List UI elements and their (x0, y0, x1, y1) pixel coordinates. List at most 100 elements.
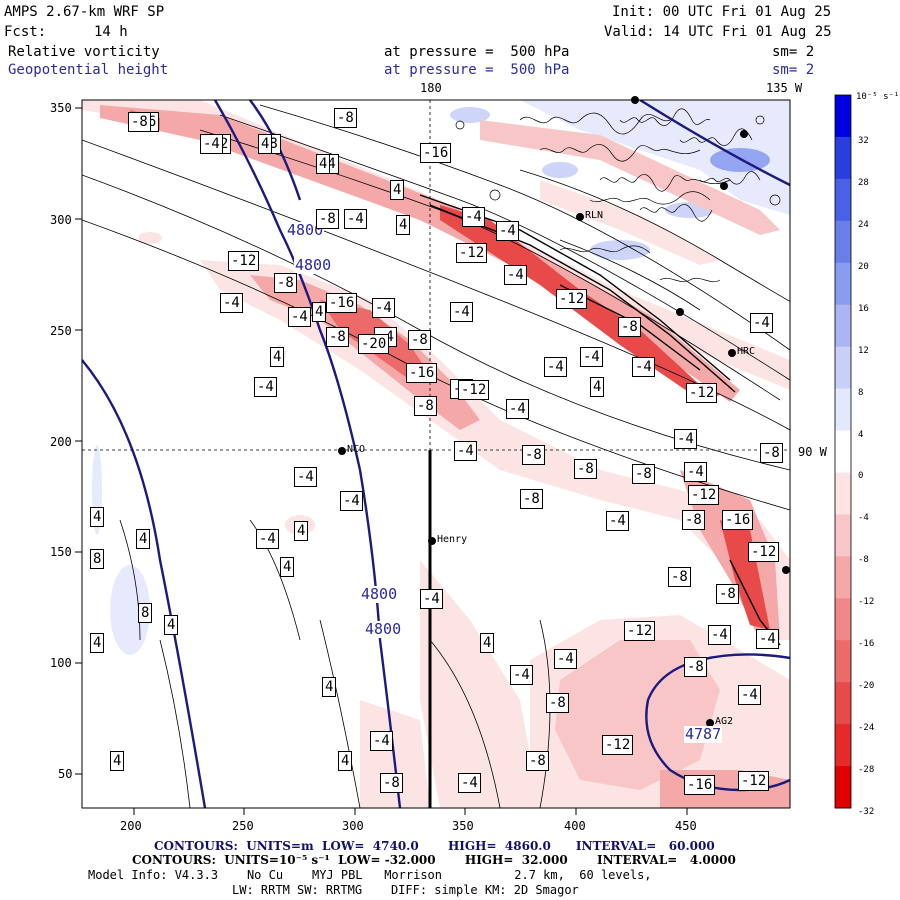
vorticity-contour-label: -4 (254, 377, 277, 397)
model-title: AMPS 2.67-km WRF SP (4, 4, 165, 20)
vorticity-contour-label: -16 (420, 143, 452, 163)
vorticity-contour-label: -8 (414, 396, 437, 416)
vorticity-contour-label: -4 (496, 221, 519, 241)
station-marker-icon (576, 213, 584, 221)
vorticity-contour-label: -8 (760, 443, 783, 463)
vorticity-contour-label: -8 (522, 445, 545, 465)
colorbar-swatch (835, 178, 851, 222)
station-marker-icon (728, 349, 736, 357)
vorticity-contour-label: -4 (674, 429, 697, 449)
vorticity-contour-label: 4 (294, 521, 309, 541)
vorticity-contour-label: -8 (526, 751, 549, 771)
vorticity-contour-label: 4 (164, 615, 179, 635)
x-tick-label: 200 (120, 819, 142, 833)
colorbar-label: 12 (858, 345, 869, 356)
vorticity-contour-label: -4 (506, 399, 529, 419)
colorbar-swatch (835, 346, 851, 390)
field1-level: at pressure = 500 hPa (384, 44, 570, 60)
colorbar-label: 20 (858, 261, 869, 272)
colorbar-label: 16 (858, 303, 869, 314)
vorticity-contour-label: -4 (544, 357, 567, 377)
vorticity-contour-label: -4 (504, 265, 527, 285)
vorticity-contour-label: -4 (554, 649, 577, 669)
vorticity-contour-label: -8 (334, 108, 357, 128)
colorbar-swatch (835, 430, 851, 473)
vorticity-contour-label: -4 (756, 629, 779, 649)
station-marker-icon (676, 308, 684, 316)
colorbar-label: 28 (858, 177, 869, 188)
colorbar-label: -16 (858, 639, 875, 650)
init-time: Init: 00 UTC Fri 01 Aug 25 (612, 4, 832, 20)
vorticity-contour-label: -8 (546, 693, 569, 713)
height-contour-label: 4800 (286, 221, 325, 239)
field2-name: Geopotential height (8, 62, 169, 78)
forecast-label: Fcst: (4, 24, 47, 40)
height-contour-label: 4800 (360, 585, 399, 603)
vorticity-contour-label: -8 (380, 773, 403, 793)
colorbar-swatch (835, 95, 851, 138)
ne-noise-contours (455, 108, 781, 283)
colorbar-label: 32 (858, 135, 869, 146)
colorbar-units: 10⁻⁵ s⁻¹ (856, 92, 900, 102)
vorticity-contour-label: -12 (458, 380, 490, 400)
colorbar-label: -20 (858, 681, 875, 692)
vorticity-contour-label: 4 (280, 557, 295, 577)
station-label: RLN (585, 210, 604, 221)
y-tick-label: 50 (58, 767, 73, 781)
contours-height-info: CONTOURS: UNITS=m LOW= 4740.0 HIGH= 4860… (154, 839, 715, 853)
vorticity-contour-label: -8 (316, 209, 339, 229)
x-tick-label: 400 (564, 819, 586, 833)
colorbar-label: 4 (858, 429, 864, 440)
colorbar-swatch (835, 262, 851, 306)
vorticity-contour-label: -16 (684, 775, 716, 795)
vorticity-contour-label: -12 (738, 771, 770, 791)
vorticity-contour-label: 8 (138, 603, 153, 623)
vorticity-contour-label: -12 (686, 383, 718, 403)
vorticity-contour-label: -4 (450, 302, 473, 322)
vorticity-contour-label: -4 (462, 207, 485, 227)
contours-vort-info: CONTOURS: UNITS=10⁻⁵ s⁻¹ LOW= -32.000 HI… (132, 853, 736, 867)
vorticity-contour-label: 4 (258, 134, 273, 154)
colorbar-label: -12 (858, 597, 875, 608)
colorbar-swatch (835, 304, 851, 348)
station-marker-icon (706, 719, 714, 727)
vorticity-contour-label: 4 (110, 751, 125, 771)
vorticity-contour-label: 8 (90, 549, 105, 569)
station-marker-icon (631, 96, 639, 104)
vorticity-contour-label: -12 (748, 542, 780, 562)
station-marker-icon (740, 130, 748, 138)
vorticity-contour-label: 4 (322, 677, 337, 697)
y-axis-ticks (75, 107, 82, 775)
station-marker-icon (720, 182, 728, 190)
x-tick-label: 250 (232, 819, 254, 833)
colorbar-swatch (835, 388, 851, 432)
lon-label-90w: 90 W (798, 445, 827, 459)
vorticity-contour-label: -4 (632, 357, 655, 377)
vorticity-contour-label: 4 (480, 633, 495, 653)
vorticity-contour-label: -8 (684, 657, 707, 677)
y-tick-label: 150 (50, 545, 72, 559)
colorbar-label: 24 (858, 219, 869, 230)
vorticity-contour-label: -4 (738, 685, 761, 705)
vorticity-contour-label: 4 (90, 633, 105, 653)
colorbar-frame (834, 94, 852, 809)
vorticity-contour-label: 4 (396, 215, 411, 235)
vorticity-contour-label: -4 (340, 491, 363, 511)
vorticity-contour-label: -4 (458, 773, 481, 793)
y-tick-label: 300 (50, 213, 72, 227)
vorticity-contour-label: -8 (408, 330, 431, 350)
map-field (82, 100, 790, 808)
colorbar-swatch (835, 640, 851, 683)
height-contour-label: 4787 (684, 725, 723, 743)
vorticity-contour-label: -12 (624, 621, 656, 641)
colorbar-label: -4 (858, 513, 869, 524)
vorticity-contour-label: -4 (510, 665, 533, 685)
y-tick-label: 350 (50, 101, 72, 115)
colorbar-label: -24 (858, 723, 875, 734)
colorbar-label: -8 (858, 555, 869, 566)
vorticity-contour-label: 4 (90, 507, 105, 527)
y-tick-label: 200 (50, 435, 72, 449)
vorticity-contour-label: -4 (256, 529, 279, 549)
height-contour-label: 4800 (364, 620, 403, 638)
